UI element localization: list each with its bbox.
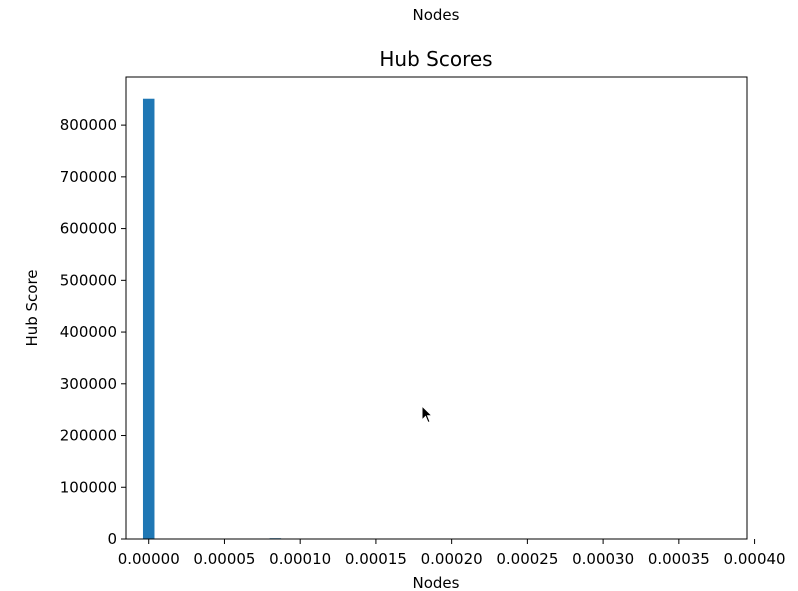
- y-tick-label: 500000: [60, 271, 117, 289]
- bar-0: [142, 98, 155, 539]
- y-tick-label: 800000: [60, 116, 117, 134]
- y-axis: 0 100000 200000 300000 400000 500000 600000 700…: [60, 116, 126, 548]
- y-tick-label: 200000: [60, 427, 117, 445]
- y-tick-label: 700000: [60, 168, 117, 186]
- x-tick-label: 0.00025: [496, 550, 558, 568]
- bars-group: [142, 98, 282, 540]
- x-tick-label: 0.00030: [572, 550, 634, 568]
- x-tick-label: 0.00020: [421, 550, 483, 568]
- y-tick-label: 300000: [60, 375, 117, 393]
- y-tick-label: 0: [107, 530, 117, 548]
- chart-title: Hub Scores: [379, 47, 492, 71]
- x-tick-label: 0.00000: [118, 550, 180, 568]
- y-tick-label: 100000: [60, 478, 117, 496]
- y-tick-label: 600000: [60, 220, 117, 238]
- x-tick-label: 0.00040: [724, 550, 786, 568]
- window-title: Nodes: [413, 6, 460, 24]
- x-tick-label: 0.00010: [269, 550, 331, 568]
- plot-frame: [125, 76, 748, 540]
- x-tick-label: 0.00035: [648, 550, 710, 568]
- y-axis-label: Hub Score: [23, 269, 41, 346]
- x-tick-label: 0.00015: [345, 550, 407, 568]
- x-axis-label: Nodes: [413, 574, 460, 591]
- x-tick-label: 0.00005: [193, 550, 255, 568]
- y-tick-label: 400000: [60, 323, 117, 341]
- x-axis: 0.00000 0.00005 0.00010 0.00015 0.00020 0.000…: [118, 539, 786, 568]
- mouse-pointer-icon: [421, 405, 434, 424]
